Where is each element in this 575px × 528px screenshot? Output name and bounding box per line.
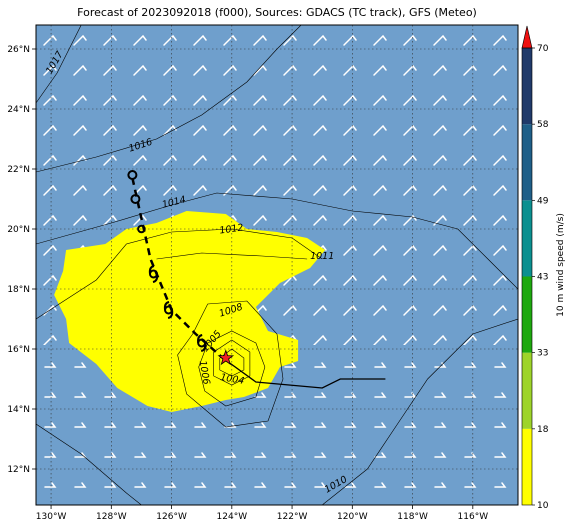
- colorbar-label: 10 m wind speed (m/s): [556, 213, 566, 317]
- isobar-1004: [219, 348, 245, 377]
- map-title: Forecast of 2023092018 (f000), Sources: …: [77, 6, 477, 19]
- colorbar-tick-label: 33: [537, 349, 548, 359]
- lon-tick-label: 116°W: [458, 512, 489, 522]
- colorbar-tick-label: 10: [537, 501, 549, 511]
- colorbar-tick-label: 49: [537, 196, 549, 206]
- colorbar: 10 18 33 43 49 58 70: [521, 25, 549, 511]
- lon-tick-label: 126°W: [156, 512, 187, 522]
- plot-frame: [35, 24, 519, 506]
- colorbar-segment: [522, 200, 532, 277]
- depression-icon: [127, 170, 138, 180]
- isobar-1005: [213, 339, 251, 386]
- colorbar-segment: [522, 276, 532, 353]
- tropical-storm-icon: [148, 265, 159, 283]
- tropical-storm-icon: [197, 334, 207, 352]
- isobar-label: 1006: [197, 360, 212, 386]
- lon-tick-label: 122°W: [277, 512, 308, 522]
- colorbar-segment: [522, 352, 532, 429]
- isobar-label: 1012: [219, 222, 244, 236]
- isobar-1011: [156, 252, 308, 260]
- isobar-1012: [36, 228, 323, 320]
- isobar-1008: [177, 300, 284, 428]
- latitude-ticks: 12°N 14°N 16°N 18°N 20°N 22°N 24°N 26°N: [7, 45, 36, 475]
- lat-tick-label: 18°N: [7, 285, 30, 295]
- depression-icon: [130, 194, 141, 204]
- current-position-star-icon: [217, 349, 235, 366]
- longitude-ticks: 130°W 128°W 126°W 124°W 122°W 120°W 118°W 116°W: [36, 505, 488, 522]
- colorbar-tick-label: 18: [537, 425, 549, 435]
- storm-symbols: [127, 170, 207, 352]
- colorbar-tick-label: 70: [537, 44, 549, 54]
- lon-tick-label: 124°W: [217, 512, 248, 522]
- isobar-label: 1011: [310, 251, 334, 262]
- isobar-1016: [36, 25, 302, 173]
- colorbar-tick-label: 43: [537, 273, 548, 283]
- isobar-1006: [198, 330, 266, 407]
- lat-tick-label: 22°N: [7, 165, 30, 175]
- lat-tick-label: 26°N: [7, 45, 30, 55]
- lat-tick-label: 12°N: [7, 465, 30, 475]
- grid-lines: [36, 25, 518, 505]
- lon-tick-label: 128°W: [96, 512, 127, 522]
- colorbar-segment: [522, 124, 532, 201]
- tropical-storm-icon: [163, 301, 174, 319]
- isobar-1010: [36, 318, 518, 505]
- tc-track-forecast: [222, 357, 386, 389]
- colorbar-extend-icon: [521, 25, 533, 49]
- lon-tick-label: 120°W: [337, 512, 368, 522]
- lat-tick-label: 20°N: [7, 225, 30, 235]
- isobar-label: 1004: [219, 372, 245, 387]
- isobar-1017: [36, 25, 82, 104]
- lon-tick-label: 130°W: [36, 512, 67, 522]
- lat-tick-label: 16°N: [7, 345, 30, 355]
- lon-tick-label: 118°W: [397, 512, 428, 522]
- colorbar-tick-label: 58: [537, 120, 549, 130]
- lat-tick-label: 14°N: [7, 405, 30, 415]
- colorbar-segment: [522, 428, 532, 505]
- wind-speed-area: [54, 211, 326, 412]
- depression-icon: [137, 224, 146, 234]
- colorbar-segment: [522, 48, 532, 125]
- lat-tick-label: 24°N: [7, 105, 30, 115]
